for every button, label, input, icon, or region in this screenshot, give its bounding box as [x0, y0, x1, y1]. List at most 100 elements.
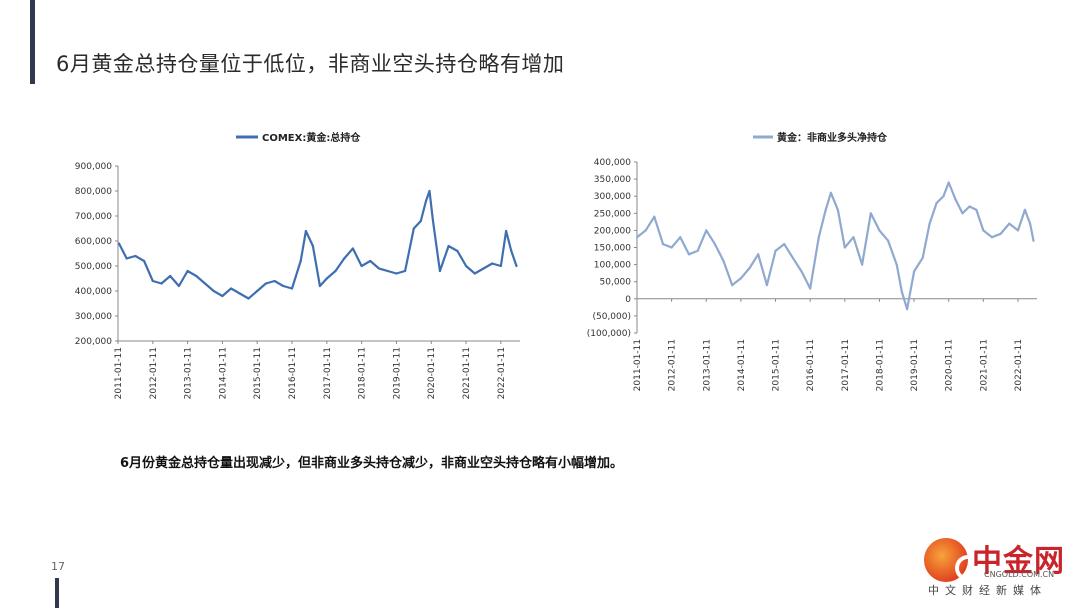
x-tick-label: 2017-01-11 [841, 339, 851, 391]
x-tick-label: 2020-01-11 [427, 347, 437, 399]
x-axis-ticks: 2011-01-11 2012-01-11 2013-01-11 2014-01-11… [633, 298, 1024, 391]
legend-label: 黄金：非商业多头净持仓 [777, 131, 888, 144]
y-tick-label: 0 [625, 295, 631, 305]
data-point [928, 222, 931, 225]
data-point [465, 264, 468, 268]
chart-legend: COMEX:黄金:总持仓 [236, 131, 361, 144]
x-tick-label: 2019-01-11 [392, 347, 402, 399]
data-point [447, 244, 450, 248]
y-tick-label: 200,000 [75, 337, 112, 347]
data-point [999, 232, 1002, 235]
data-point [878, 229, 881, 232]
data-point [1032, 239, 1035, 242]
y-tick-label: 300,000 [75, 312, 112, 322]
data-point [515, 264, 518, 268]
data-point [221, 294, 224, 298]
data-point [990, 236, 994, 239]
x-tick-label: 2011-01-11 [633, 339, 643, 391]
data-point [177, 284, 180, 288]
y-tick-label: (100,000) [587, 329, 631, 339]
data-point [160, 282, 163, 285]
y-tick-label: 400,000 [75, 287, 112, 297]
data-point [499, 264, 502, 268]
y-tick-label: 200,000 [594, 226, 631, 236]
data-point [482, 267, 485, 270]
x-tick-label: 2012-01-11 [668, 339, 678, 391]
y-tick-label: (50,000) [592, 312, 631, 322]
data-point [203, 282, 207, 285]
data-point [473, 272, 476, 275]
x-tick-label: 2015-01-11 [772, 339, 782, 391]
data-point [644, 229, 647, 232]
data-point [325, 277, 328, 280]
y-tick-label: 700,000 [75, 212, 112, 222]
x-tick-label: 2018-01-11 [358, 347, 368, 399]
y-axis-ticks: (100,000) (50,000) 0 50,000 100,000 150,000 20… [587, 158, 637, 339]
x-tick-label: 2017-01-11 [323, 347, 333, 399]
y-tick-label: 50,000 [600, 278, 632, 288]
brand-logo: 中金网 CNGOLD.COM.CN 中文财经新媒体 [906, 532, 1076, 602]
data-point [968, 205, 971, 208]
data-point [424, 199, 428, 203]
data-point [456, 249, 459, 253]
data-point [186, 269, 189, 273]
data-point [134, 254, 137, 258]
data-point [117, 242, 121, 245]
chart-axes [636, 162, 1037, 333]
data-point [377, 267, 381, 270]
data-point [824, 208, 827, 211]
x-tick-label: 2011-01-11 [114, 347, 124, 399]
y-tick-label: 900,000 [75, 162, 112, 172]
data-point [765, 284, 768, 287]
data-point [256, 289, 259, 293]
data-point [748, 266, 751, 270]
data-point [635, 236, 639, 239]
logo-tagline: 中文财经新媒体 [928, 584, 1047, 597]
data-point [906, 308, 909, 311]
y-tick-label: 600,000 [75, 237, 112, 247]
logo-domain: CNGOLD.COM.CN [984, 570, 1055, 579]
y-tick-label: 500,000 [75, 262, 112, 272]
data-point [954, 198, 957, 201]
y-tick-label: 350,000 [594, 175, 631, 185]
data-point [947, 181, 950, 184]
series-line [636, 181, 1035, 311]
x-tick-label: 2012-01-11 [149, 347, 159, 399]
gold-noncommercial-net-long-chart: 黄金：非商业多头净持仓 (100,000) (50,000) 0 50,000 100,… [587, 131, 1037, 391]
y-axis-ticks: 200,000 300,000 400,000 500,000 600,000 700,0… [75, 162, 118, 347]
data-point [304, 229, 307, 233]
data-point [169, 274, 172, 278]
title-accent-bar [30, 0, 35, 84]
data-point [343, 257, 346, 260]
data-point [1023, 208, 1026, 211]
data-point [713, 243, 716, 246]
chart-axes [117, 166, 520, 342]
comex-gold-open-interest-chart: COMEX:黄金:总持仓 200,000 300,000 400,000 500,00… [75, 131, 520, 399]
x-tick-label: 2019-01-11 [910, 339, 920, 391]
x-tick-label: 2021-01-11 [979, 339, 989, 391]
data-point [282, 284, 285, 288]
data-point [431, 219, 435, 223]
data-point [852, 236, 855, 239]
x-tick-label: 2020-01-11 [945, 339, 955, 391]
data-point [843, 246, 846, 249]
data-point [661, 243, 665, 246]
data-point [817, 236, 820, 239]
data-point [510, 249, 513, 253]
x-tick-label: 2021-01-11 [462, 347, 472, 399]
data-point [861, 263, 864, 266]
page-number: 17 [51, 560, 65, 573]
y-tick-label: 300,000 [594, 192, 631, 202]
data-point [913, 270, 916, 273]
data-point [1016, 229, 1020, 232]
logo-swirl-icon [924, 538, 981, 582]
x-tick-label: 2013-01-11 [702, 339, 712, 391]
data-point [653, 215, 656, 218]
x-tick-label: 2015-01-11 [253, 347, 263, 399]
data-point [143, 259, 146, 263]
data-point [151, 279, 154, 283]
data-point [334, 269, 337, 273]
data-point [679, 236, 682, 239]
data-point [195, 274, 198, 278]
footer-accent-bar [55, 578, 59, 608]
